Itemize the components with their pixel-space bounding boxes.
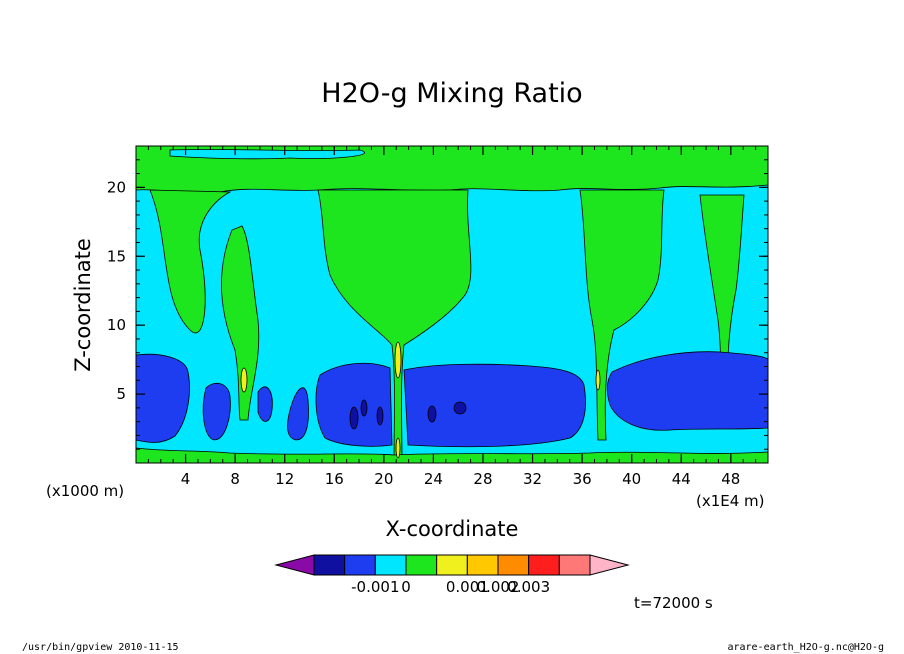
field-blue-center-right bbox=[403, 363, 586, 448]
field-blue-small-2 bbox=[257, 386, 273, 422]
colorbar-box bbox=[466, 554, 499, 576]
field-green-plume-2 bbox=[221, 225, 260, 421]
x-tick-label: 36 bbox=[573, 470, 592, 488]
field-blue-left bbox=[135, 353, 190, 443]
x-unit-left: (x1000 m) bbox=[46, 482, 124, 500]
time-label: t=72000 s bbox=[634, 594, 713, 612]
field-blue-right bbox=[606, 351, 769, 431]
y-tick-label: 5 bbox=[116, 385, 126, 403]
y-axis-label: Z-coordinate bbox=[71, 238, 95, 372]
field-green-right-plume bbox=[579, 189, 665, 441]
y-tick-label: 10 bbox=[107, 316, 126, 334]
x-tick-label: 40 bbox=[622, 470, 641, 488]
x-unit-right: (x1E4 m) bbox=[696, 492, 765, 510]
colorbar-high-arrow bbox=[589, 554, 630, 576]
colorbar-box bbox=[497, 554, 530, 576]
field-darkblue-core-4 bbox=[427, 405, 437, 423]
x-tick-label: 8 bbox=[230, 470, 240, 488]
colorbar-tick-label: 0.002 bbox=[477, 578, 520, 596]
chart-title: H2O-g Mixing Ratio bbox=[321, 78, 582, 109]
footer-left: /usr/bin/gpview 2010-11-15 bbox=[22, 642, 179, 653]
colorbar-tick-label: 0.001 bbox=[446, 578, 489, 596]
field-darkblue-core-2 bbox=[360, 399, 368, 417]
x-tick-label: 28 bbox=[473, 470, 492, 488]
colorbar-tick-label: 0.003 bbox=[507, 578, 550, 596]
colorbar-box bbox=[313, 554, 346, 576]
field-yellow-1 bbox=[240, 367, 248, 393]
colorbar-box bbox=[436, 554, 468, 576]
colorbar-low-arrow bbox=[274, 554, 315, 576]
field-blue-small-1 bbox=[202, 382, 231, 441]
field-green-plume-1 bbox=[149, 189, 232, 334]
x-tick-label: 16 bbox=[325, 470, 344, 488]
colorbar-box bbox=[374, 554, 407, 576]
field-blue-small-3 bbox=[287, 387, 309, 441]
field-cyan-top-band bbox=[169, 149, 365, 160]
plot-area bbox=[135, 145, 769, 464]
colorbar-tick-label: 0 bbox=[401, 578, 411, 596]
field-darkblue-core-5 bbox=[453, 401, 467, 415]
x-tick-label: 20 bbox=[374, 470, 393, 488]
field-darkblue-core-3 bbox=[376, 406, 384, 426]
x-tick-label: 32 bbox=[523, 470, 542, 488]
field-darkblue-core-1 bbox=[349, 406, 359, 430]
field-blue-center-left bbox=[315, 362, 393, 447]
colorbar-box bbox=[558, 554, 591, 576]
field-yellow-3 bbox=[395, 437, 401, 459]
x-tick-label: 48 bbox=[721, 470, 740, 488]
footer-right: arare-earth_H2O-g.nc@H2O-g bbox=[727, 642, 884, 653]
x-tick-label: 24 bbox=[424, 470, 443, 488]
x-tick-label: 4 bbox=[181, 470, 191, 488]
colorbar-box bbox=[344, 554, 376, 576]
x-axis-label: X-coordinate bbox=[386, 517, 519, 541]
y-tick-label: 15 bbox=[107, 247, 126, 265]
colorbar-box bbox=[405, 554, 438, 576]
x-tick-label: 12 bbox=[275, 470, 294, 488]
colorbar-tick-label: -0.001 bbox=[351, 578, 399, 596]
y-tick-label: 20 bbox=[107, 178, 126, 196]
x-tick-label: 44 bbox=[672, 470, 691, 488]
field-yellow-2 bbox=[394, 341, 402, 379]
field-yellow-4 bbox=[595, 369, 601, 391]
plot-frame bbox=[135, 145, 769, 464]
field-green-bottom bbox=[135, 447, 769, 464]
colorbar-box bbox=[528, 554, 560, 576]
